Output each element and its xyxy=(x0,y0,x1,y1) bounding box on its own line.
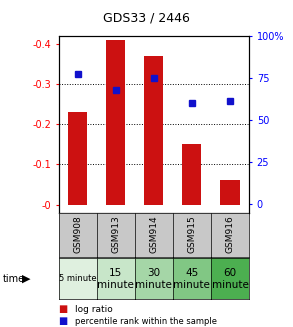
Text: log ratio: log ratio xyxy=(75,304,113,314)
Text: 45
minute: 45 minute xyxy=(173,268,210,290)
Text: ■: ■ xyxy=(59,316,68,326)
Text: GDS33 / 2446: GDS33 / 2446 xyxy=(103,11,190,25)
Text: percentile rank within the sample: percentile rank within the sample xyxy=(75,317,217,326)
Text: 60
minute: 60 minute xyxy=(212,268,248,290)
Bar xyxy=(182,144,201,204)
Text: 15
minute: 15 minute xyxy=(97,268,134,290)
Text: ■: ■ xyxy=(59,304,68,314)
Bar xyxy=(144,56,163,204)
Text: GSM916: GSM916 xyxy=(226,216,234,253)
Text: 30
minute: 30 minute xyxy=(135,268,172,290)
Bar xyxy=(106,40,125,204)
Text: time: time xyxy=(3,274,25,284)
Bar xyxy=(220,181,239,204)
Text: 5 minute: 5 minute xyxy=(59,274,96,283)
Text: GSM915: GSM915 xyxy=(188,216,196,253)
Text: ▶: ▶ xyxy=(22,274,30,284)
Bar xyxy=(68,112,87,204)
Text: GSM908: GSM908 xyxy=(73,216,82,253)
Text: GSM913: GSM913 xyxy=(111,216,120,253)
Text: GSM914: GSM914 xyxy=(149,216,158,253)
